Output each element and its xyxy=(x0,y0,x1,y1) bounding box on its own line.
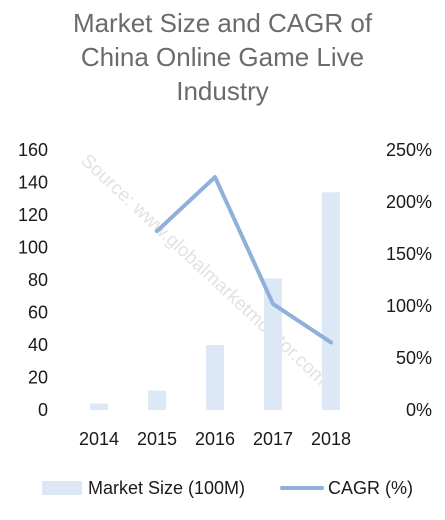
x-tick-label: 2015 xyxy=(137,429,177,449)
right-tick-label: 200% xyxy=(386,192,432,212)
cagr-line-series xyxy=(155,175,333,345)
market-size-bar xyxy=(322,192,340,410)
legend-label-cagr: CAGR (%) xyxy=(328,478,413,498)
x-tick-label: 2017 xyxy=(253,429,293,449)
chart-title-line-2: China Online Game Live xyxy=(80,42,365,72)
x-axis-ticks: 2014 2015 2016 2017 2018 xyxy=(79,429,351,449)
x-tick-label: 2016 xyxy=(195,429,235,449)
left-axis-ticks: 0 20 40 60 80 100 120 140 160 xyxy=(18,140,48,420)
right-axis-ticks: 0% 50% 100% 150% 200% 250% xyxy=(386,140,432,420)
market-size-bar xyxy=(206,345,224,410)
right-tick-label: 100% xyxy=(386,296,432,316)
left-tick-label: 160 xyxy=(18,140,48,160)
market-size-bar xyxy=(90,403,108,410)
x-tick-label: 2018 xyxy=(311,429,351,449)
legend: Market Size (100M) CAGR (%) xyxy=(42,478,413,498)
cagr-line xyxy=(155,175,333,345)
left-tick-label: 100 xyxy=(18,238,48,258)
chart-title-line-3: Industry xyxy=(176,76,269,106)
right-tick-label: 50% xyxy=(396,348,432,368)
legend-label-market-size: Market Size (100M) xyxy=(88,478,245,498)
chart-title: Market Size and CAGR of China Online Gam… xyxy=(0,6,445,108)
market-size-bar xyxy=(264,278,282,410)
left-tick-label: 20 xyxy=(28,368,48,388)
left-tick-label: 40 xyxy=(28,335,48,355)
left-tick-label: 120 xyxy=(18,205,48,225)
right-tick-label: 250% xyxy=(386,140,432,160)
right-tick-label: 150% xyxy=(386,244,432,264)
left-tick-label: 80 xyxy=(28,270,48,290)
right-tick-label: 0% xyxy=(406,400,432,420)
left-tick-label: 60 xyxy=(28,303,48,323)
left-tick-label: 0 xyxy=(38,400,48,420)
market-size-bar xyxy=(148,390,166,410)
market-size-bars xyxy=(90,192,340,410)
chart-title-line-1: Market Size and CAGR of xyxy=(72,8,373,38)
x-tick-label: 2014 xyxy=(79,429,119,449)
legend-swatch-market-size xyxy=(42,481,82,495)
left-tick-label: 140 xyxy=(18,173,48,193)
